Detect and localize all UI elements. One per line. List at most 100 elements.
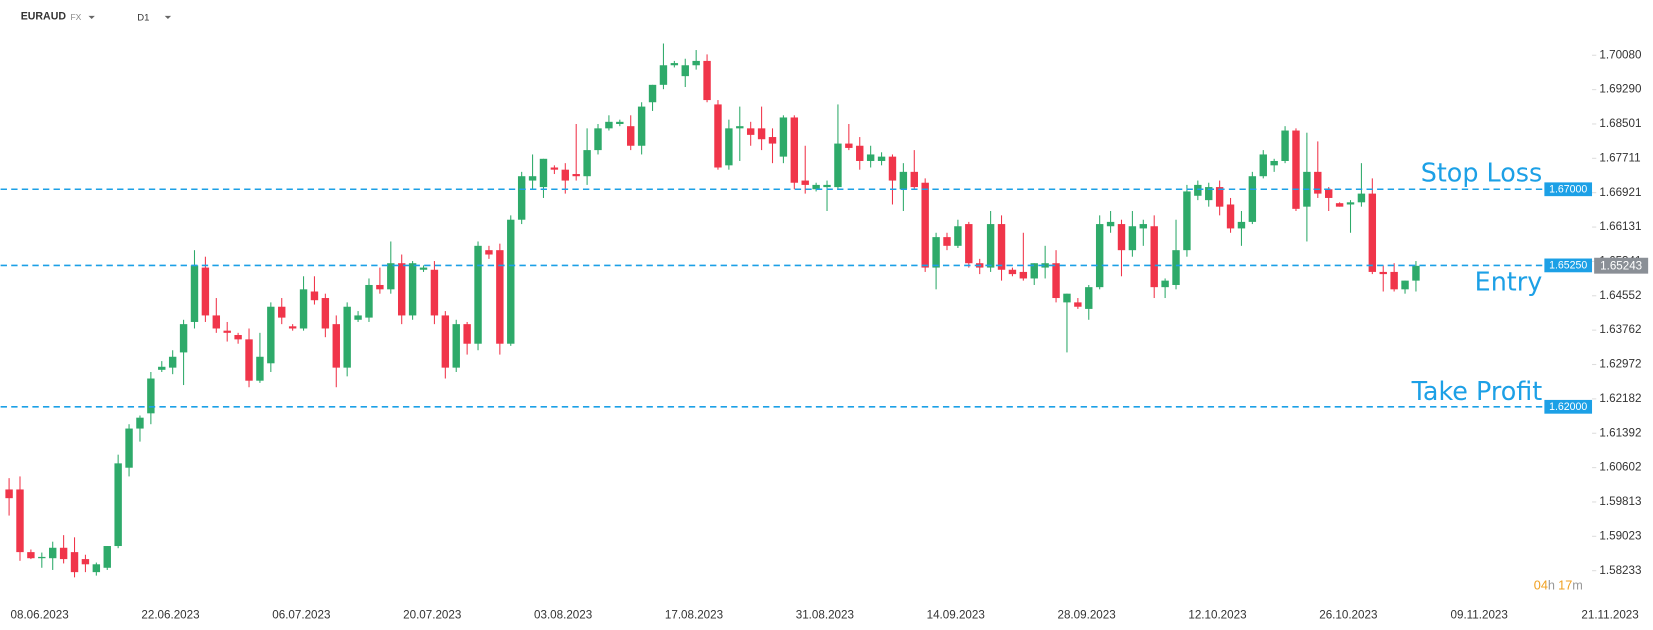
candle-body [1085,287,1093,309]
candle-body [408,263,417,316]
candle-body [757,128,766,140]
level-name: Take Profit [1411,376,1543,406]
countdown: 04h 17m [1534,579,1583,593]
x-tick-label: 03.08.2023 [534,608,592,621]
y-tick-label: 1.59023 [1599,529,1641,542]
candle-body [1161,280,1169,288]
candle-body [1150,226,1158,288]
candle-body [1030,263,1038,279]
candle-body [1281,130,1289,161]
candle-body [1226,204,1235,229]
candle-body [1117,224,1126,251]
x-tick-label: 09.11.2023 [1451,608,1508,621]
candle-body [16,489,24,553]
candle-body [572,174,580,177]
candle-body [605,121,613,129]
candle-body [790,117,799,183]
candle-body [659,65,668,85]
countdown-part: 04 [1534,579,1548,593]
candle-body [1041,263,1049,268]
candle-body [343,306,351,368]
x-tick-label: 20.07.2023 [403,608,461,621]
candle-body [997,224,1006,270]
candle-body [725,128,733,166]
candle-body [703,60,711,101]
candle-body [1335,203,1344,207]
candle-body [190,265,199,322]
level-price: 1.62000 [1549,401,1587,413]
candle-body [845,143,853,148]
x-tick-label: 14.09.2023 [927,608,985,621]
y-tick-label: 1.68501 [1599,117,1641,130]
y-tick-label: 1.70080 [1599,48,1642,61]
candle-body [136,417,144,429]
candle-body [1248,176,1257,222]
candle-body [1074,302,1082,307]
x-tick-label: 06.07.2023 [272,608,330,621]
symbol[interactable]: EURAUD [21,11,67,23]
candle-body [746,128,755,135]
candle-body [397,263,406,316]
level-name: Entry [1475,266,1543,296]
candle-body [463,324,471,344]
candle-body [452,324,460,368]
y-tick-label: 1.62182 [1599,392,1641,405]
symbol-dropdown[interactable] [88,15,95,20]
level-name: Stop Loss [1421,157,1543,187]
y-tick-label: 1.66921 [1599,186,1641,199]
y-tick-label: 1.59813 [1599,495,1641,508]
candle-body [321,298,330,329]
candle-body [125,428,133,468]
candle-body [441,315,450,368]
candle-body [179,324,188,353]
candle-body [1183,191,1191,251]
candle-body [5,489,13,499]
candle-body [365,284,373,318]
candle-body [834,143,842,188]
current-price: 1.65243 [1600,259,1642,272]
candle-body [921,182,929,268]
candle-body [245,339,253,381]
timeframe[interactable]: D1 [137,13,149,24]
candle-body [637,106,646,146]
candle-body [736,126,744,129]
candle-body [692,60,700,66]
candle-body [1412,265,1420,281]
x-tick-label: 26.10.2023 [1319,608,1377,621]
candle-body [1401,280,1409,290]
candle-body [823,184,831,188]
level-price: 1.67000 [1549,184,1587,196]
candle-body [92,564,101,573]
x-tick-label: 17.08.2023 [665,608,723,621]
y-tick-label: 1.63762 [1599,323,1641,336]
candle-body [877,156,886,161]
candle-body [1139,224,1148,229]
candle-body [550,167,559,170]
candle-body [310,291,319,301]
candle-body [485,250,493,255]
candle-body [158,366,166,370]
candle-body [70,552,79,573]
candle-body [103,546,111,568]
candle-body [419,267,428,270]
level-tag [1544,258,1593,273]
candle-body [49,547,57,559]
candle-body [801,180,809,185]
candle-body [1128,226,1137,251]
x-tick-label: 31.08.2023 [796,608,854,621]
candle-body [168,356,177,368]
y-tick-label: 1.67711 [1599,151,1640,164]
candle-body [114,463,122,547]
candle-body [856,145,864,161]
candle-body [81,559,90,565]
candle-body [147,378,155,414]
candle-body [965,224,973,264]
candle-body [1172,250,1180,285]
candle-body [932,237,940,268]
countdown-part: 17 [1558,579,1572,593]
candle-body [1292,130,1300,209]
candle-body [59,547,68,560]
candle-body [648,84,657,103]
timeframe-dropdown[interactable] [164,15,172,20]
